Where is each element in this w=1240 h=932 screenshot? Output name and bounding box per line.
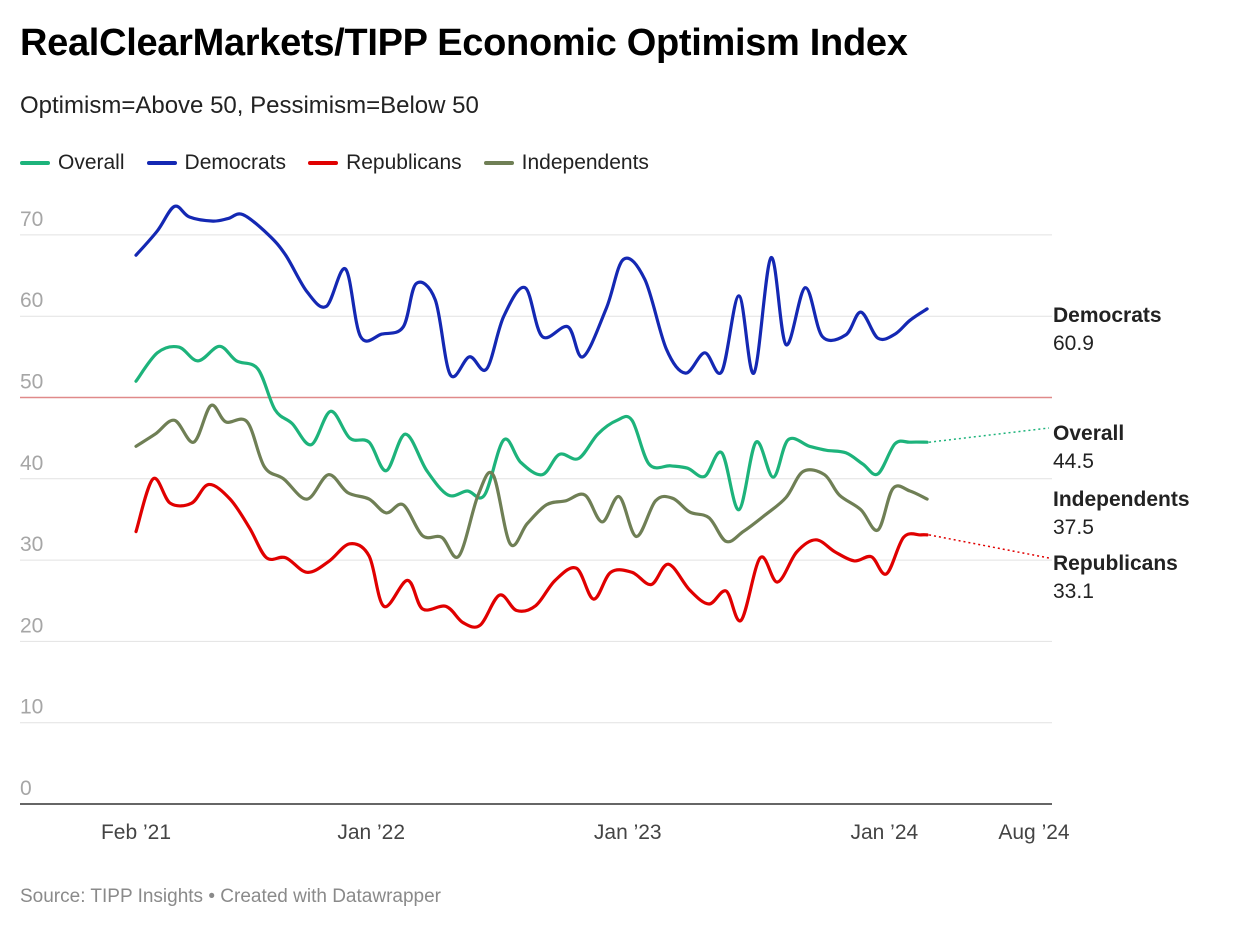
legend-swatch-independents [483, 161, 514, 165]
y-tick-label-70: 70 [20, 208, 43, 231]
legend-swatch-democrats [146, 161, 177, 165]
y-tick-label-40: 40 [20, 452, 43, 475]
legend-label-independents: Independents [521, 151, 649, 174]
x-tick-label-1: Jan ’22 [337, 821, 405, 844]
x-tick-label-0: Feb ’21 [101, 821, 171, 844]
series-line-republicans [134, 476, 929, 629]
legend-swatch-overall [20, 161, 50, 165]
end-label-value-independents: 37.5 [1053, 516, 1094, 539]
end-label-connector-republicans [928, 534, 1050, 559]
x-tick-label-4: Aug ’24 [998, 821, 1070, 844]
y-tick-label-60: 60 [20, 289, 43, 312]
x-tick-label-3: Jan ’24 [850, 821, 918, 844]
chart-subtitle: Optimism=Above 50, Pessimism=Below 50 [20, 92, 479, 119]
x-tick-label-2: Jan ’23 [594, 821, 662, 844]
legend: Overall Democrats Republicans Independen… [20, 151, 649, 175]
end-label-name-independents: Independents [1053, 488, 1190, 511]
end-label-name-overall: Overall [1053, 422, 1124, 445]
end-label-name-republicans: Republicans [1053, 552, 1178, 575]
y-tick-label-50: 50 [20, 371, 43, 394]
line-chart: 0 10 20 30 40 50 60 70 Feb ’21 Jan ’22 Jan ’23 Jan … [20, 204, 1190, 844]
y-tick-label-30: 30 [20, 533, 43, 556]
legend-label-overall: Overall [58, 151, 125, 174]
series-line-overall [134, 344, 929, 512]
end-label-name-democrats: Democrats [1053, 304, 1162, 327]
source-note: Source: TIPP Insights • Created with Dat… [20, 886, 441, 907]
legend-swatch-republicans [308, 161, 339, 165]
legend-item-democrats: Democrats [146, 151, 287, 175]
end-label-value-overall: 44.5 [1053, 450, 1094, 473]
series-line-democrats [134, 204, 929, 379]
legend-item-overall: Overall [20, 151, 125, 175]
y-tick-label-10: 10 [20, 696, 43, 719]
end-label-value-republicans: 33.1 [1053, 580, 1094, 603]
legend-item-independents: Independents [483, 151, 649, 175]
y-tick-label-0: 0 [20, 777, 32, 800]
end-label-value-democrats: 60.9 [1053, 332, 1094, 355]
legend-item-republicans: Republicans [308, 151, 462, 175]
legend-label-democrats: Democrats [184, 151, 287, 174]
legend-label-republicans: Republicans [346, 151, 462, 174]
chart-title: RealClearMarkets/TIPP Economic Optimism … [20, 22, 908, 64]
series-line-independents [134, 403, 929, 559]
end-label-connector-overall [929, 427, 1050, 443]
y-tick-label-20: 20 [20, 614, 43, 637]
